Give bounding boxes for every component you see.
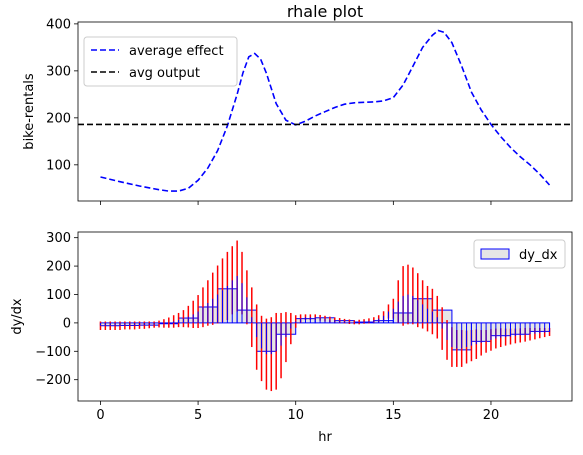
bottom-x-tick-label: 0	[96, 408, 104, 423]
top-y-tick-label: 400	[46, 17, 71, 32]
top-plot-area: 100 200 300 400	[46, 17, 573, 205]
bottom-x-tick-label: 10	[287, 408, 304, 423]
legend-label-average-effect: average effect	[129, 44, 224, 59]
bottom-x-tick-label: 15	[385, 408, 402, 423]
bottom-y-tick-label: 100	[46, 288, 71, 303]
bottom-y-tick-label: 200	[46, 260, 71, 275]
bottom-legend: dy_dx	[473, 239, 566, 269]
bottom-y-tick-label: 0	[63, 316, 71, 331]
average-effect-line	[100, 29, 551, 192]
legend-label-dy-dx: dy_dx	[519, 248, 558, 263]
bottom-x-tick-label: 20	[483, 408, 500, 423]
bottom-x-axis-label: hr	[318, 430, 332, 445]
bottom-plot-area: −200 −100 0 100 200 300 0 5 10 15 20	[35, 231, 573, 423]
top-legend: average effect avg output	[83, 36, 238, 87]
top-y-tick-label: 300	[46, 64, 71, 79]
top-series-group	[78, 29, 572, 192]
bottom-y-tick-label: 300	[46, 231, 71, 246]
bottom-legend-frame	[473, 239, 566, 269]
bottom-x-tick-label: 5	[194, 408, 202, 423]
top-y-tick-label: 100	[46, 158, 71, 173]
top-axes-frame	[77, 21, 573, 202]
top-legend-frame	[83, 36, 238, 87]
top-y-tick-label: 200	[46, 111, 71, 126]
bottom-y-axis-label: dy/dx	[10, 298, 25, 335]
legend-label-avg-output: avg output	[129, 66, 200, 81]
chart-title: rhale plot	[287, 2, 363, 21]
bottom-y-tick-label: −200	[35, 373, 71, 388]
top-y-axis-label: bike-rentals	[22, 73, 37, 150]
bottom-y-tick-label: −100	[35, 345, 71, 360]
legend-swatch-dy-dx	[480, 248, 510, 260]
bottom-series-group	[99, 240, 551, 392]
bottom-axes-frame	[77, 231, 573, 402]
